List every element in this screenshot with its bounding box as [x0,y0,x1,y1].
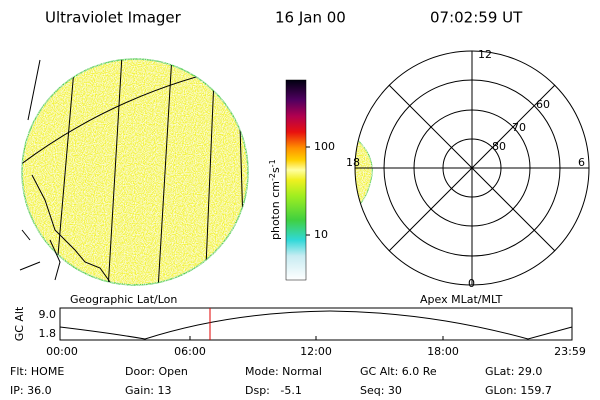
instrument-title: Ultraviolet Imager [45,9,182,27]
status-field: IP: 36.0 [10,384,52,397]
lat-label: 60 [536,98,550,111]
status-field: Dsp: -5.1 [245,384,302,397]
x-tick-label: 12:00 [300,345,332,358]
axis-label: GC Alt [13,306,26,341]
status-field: GLon: 159.7 [485,384,552,397]
geo-image [19,58,249,286]
colorbar-tick: 10 [314,228,328,241]
status-field: GLat: 29.0 [485,365,542,378]
colorbar-tick: 100 [314,140,335,153]
timeline [59,307,573,341]
lat-label: 80 [492,140,506,153]
colorbar-label: photon cm-2s-1 [268,159,283,240]
y-tick-label: 1.8 [39,327,57,340]
polar-label: Apex MLat/MLT [420,293,503,306]
status-field: Door: Open [125,365,188,378]
status-field: Seq: 30 [360,384,402,397]
x-ticks: 00:00 06:00 12:00 18:00 23:59 [46,345,586,358]
polar-plot [354,50,590,286]
exponent: -2 [268,173,277,181]
mlt-label: 12 [478,48,492,61]
x-tick-label: 00:00 [46,345,78,358]
unit: s [269,167,282,173]
unit: photon cm [269,181,282,240]
mlt-label: 0 [468,277,475,290]
status-field: Flt: HOME [10,365,64,378]
x-tick-label: 18:00 [427,345,459,358]
exponent: -1 [268,159,277,167]
time: 07:02:59 UT [430,9,523,27]
status: Flt: HOME Door: Open Mode: Normal GC Alt: 6… [10,365,552,397]
lat-label: 70 [512,121,526,134]
mlt-label: 6 [578,156,585,169]
status-field: GC Alt: 6.0 Re [360,365,437,378]
x-tick-label: 23:59 [554,345,586,358]
date: 16 Jan 00 [275,9,346,27]
mlt-label: 18 [346,156,360,169]
y-tick-label: 9.0 [39,308,57,321]
map-label: Geographic Lat/Lon [70,293,177,306]
colorbar [285,79,307,281]
status-field: Mode: Normal [245,365,322,378]
x-tick-label: 06:00 [174,345,206,358]
status-field: Gain: 13 [125,384,172,397]
